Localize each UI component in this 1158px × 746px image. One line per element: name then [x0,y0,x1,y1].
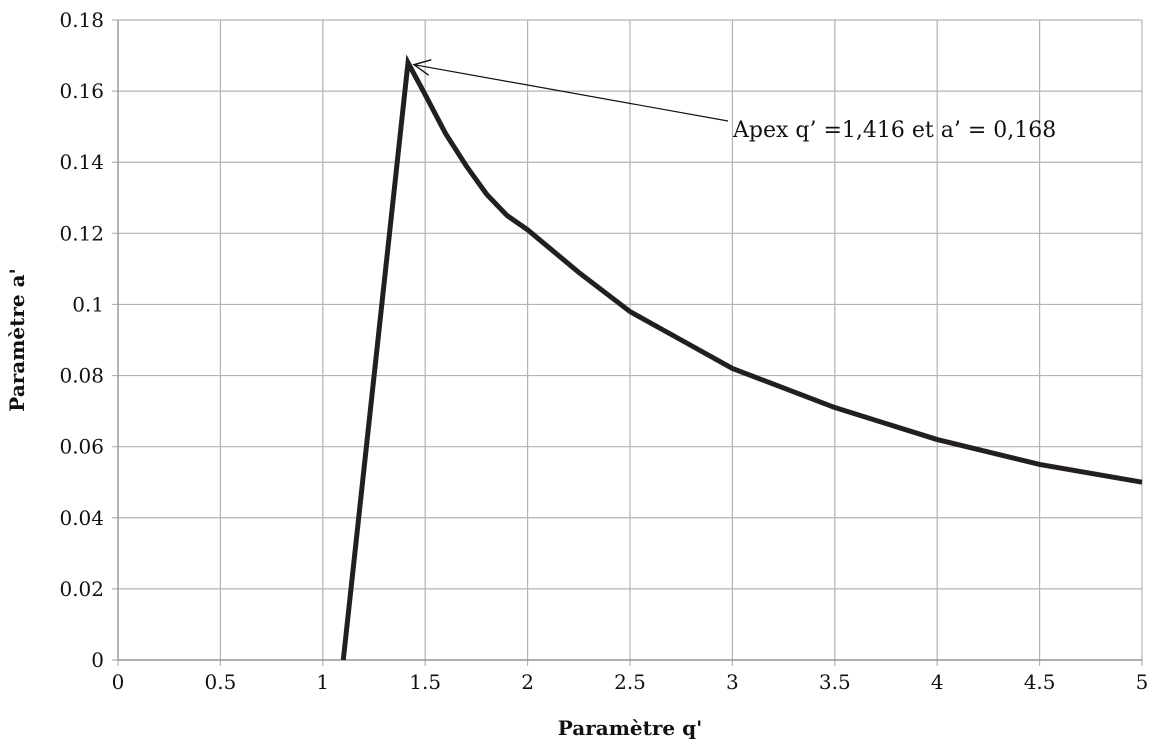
y-tick-label: 0.04 [59,506,104,530]
grid [112,19,1143,666]
y-tick-label: 0.16 [59,79,104,103]
x-tick-label: 1.5 [409,670,441,694]
y-tick-label: 0.06 [59,435,104,459]
x-tick-label: 1 [316,670,329,694]
x-tick-label: 2 [521,670,534,694]
annotation-label: Apex q’ =1,416 et a’ = 0,168 [732,118,1056,143]
annotation: Apex q’ =1,416 et a’ = 0,168 [412,59,1056,143]
x-tick-label: 3.5 [819,670,851,694]
y-tick-labels: 0 0.02 0.04 0.06 0.08 0.1 0.12 0.14 0.16 0.18 [59,8,104,672]
y-tick-label: 0.12 [59,221,104,245]
y-tick-label: 0 [91,648,104,672]
x-tick-label: 4.5 [1024,670,1056,694]
series-line [340,54,1143,661]
annotation-arrow [413,64,729,122]
y-tick-label: 0.18 [59,8,104,32]
annotation-arrowhead [412,59,432,76]
x-tick-label: 3 [726,670,739,694]
y-tick-label: 0.02 [59,577,104,601]
y-tick-label: 0.1 [72,292,104,316]
x-tick-label: 0 [112,670,125,694]
x-tick-label: 2.5 [614,670,646,694]
x-tick-label: 5 [1136,670,1149,694]
y-tick-label: 0.08 [59,364,104,388]
y-axis-title: Paramètre a' [5,268,29,411]
x-tick-label: 0.5 [204,670,236,694]
y-tick-label: 0.14 [59,150,104,174]
x-tick-labels: 0 0.5 1 1.5 2 2.5 3 3.5 4 4.5 5 [112,670,1149,694]
x-axis-title: Paramètre q' [558,716,702,740]
x-tick-label: 4 [931,670,944,694]
series-layer [340,54,1143,661]
